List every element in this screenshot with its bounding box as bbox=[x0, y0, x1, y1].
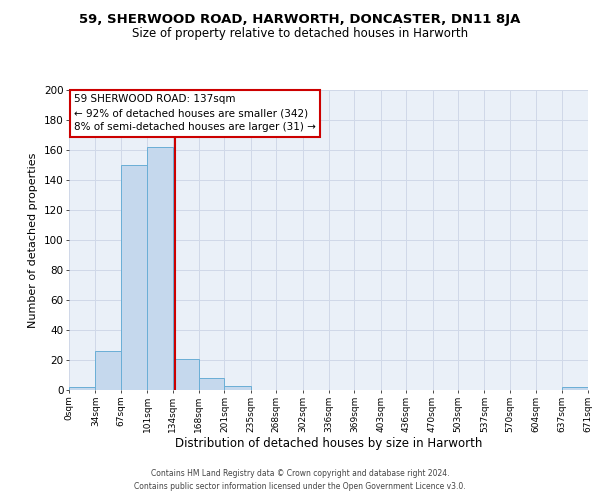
Bar bbox=[95, 351, 121, 390]
Bar bbox=[121, 165, 147, 390]
Text: 59 SHERWOOD ROAD: 137sqm
← 92% of detached houses are smaller (342)
8% of semi-d: 59 SHERWOOD ROAD: 137sqm ← 92% of detach… bbox=[74, 94, 316, 132]
Text: Contains public sector information licensed under the Open Government Licence v3: Contains public sector information licen… bbox=[134, 482, 466, 491]
X-axis label: Distribution of detached houses by size in Harworth: Distribution of detached houses by size … bbox=[175, 438, 482, 450]
Bar bbox=[224, 386, 251, 390]
Y-axis label: Number of detached properties: Number of detached properties bbox=[28, 152, 38, 328]
Bar bbox=[69, 387, 95, 390]
Text: Contains HM Land Registry data © Crown copyright and database right 2024.: Contains HM Land Registry data © Crown c… bbox=[151, 468, 449, 477]
Bar bbox=[199, 378, 224, 390]
Bar bbox=[562, 387, 588, 390]
Bar bbox=[173, 358, 199, 390]
Bar bbox=[147, 147, 173, 390]
Text: 59, SHERWOOD ROAD, HARWORTH, DONCASTER, DN11 8JA: 59, SHERWOOD ROAD, HARWORTH, DONCASTER, … bbox=[79, 12, 521, 26]
Text: Size of property relative to detached houses in Harworth: Size of property relative to detached ho… bbox=[132, 28, 468, 40]
